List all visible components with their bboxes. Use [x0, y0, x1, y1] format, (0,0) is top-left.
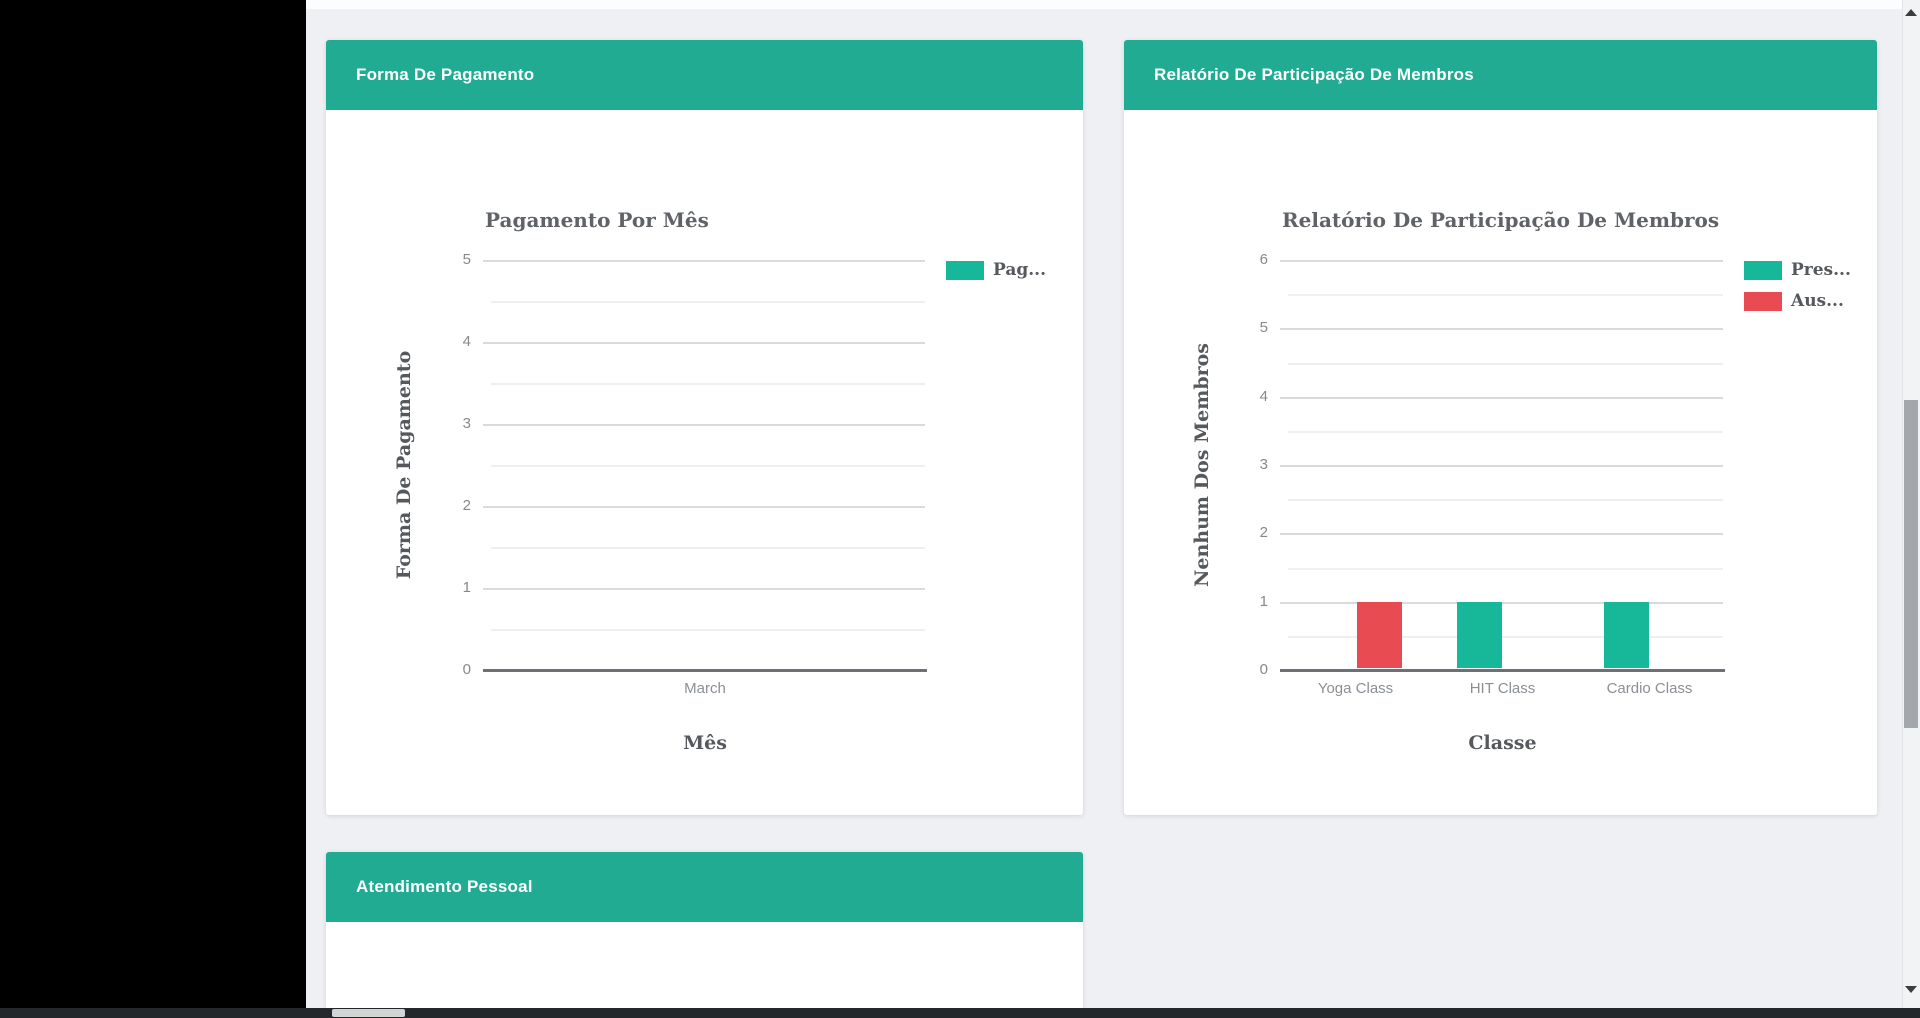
x-tick-label: HIT Class: [1469, 680, 1536, 697]
x-tick-label: Yoga Class: [1317, 680, 1394, 697]
gridline-minor: [1288, 362, 1723, 365]
gridline-minor: [1288, 635, 1723, 638]
y-tick-label: 1: [1259, 592, 1268, 610]
gridline-major: [1280, 260, 1723, 262]
gridline-major: [1280, 465, 1723, 467]
gridline-major: [483, 342, 925, 344]
y-tick-label: 2: [462, 497, 471, 514]
gridline-minor: [1288, 499, 1723, 502]
legend-item[interactable]: Pres...: [1744, 260, 1851, 280]
legend-label: Pag...: [993, 260, 1046, 280]
legend-swatch: [946, 260, 984, 280]
gridline-minor: [491, 301, 925, 303]
x-axis-line: [1280, 669, 1725, 672]
horizontal-scrollbar-thumb[interactable]: [332, 1009, 405, 1017]
gridline-minor: [491, 629, 925, 631]
vertical-scrollbar-thumb[interactable]: [1904, 400, 1918, 728]
gridline-major: [483, 506, 925, 508]
card-body-attendance: Relatório De Participação De Membros 0 1 2 3…: [1124, 110, 1877, 815]
gridline-major: [483, 424, 925, 426]
chart-title: Pagamento Por Mês: [485, 208, 709, 232]
card-title-personal-training: Atendimento Pessoal: [356, 877, 533, 896]
gridline-major: [1280, 533, 1723, 536]
card-attendance: Relatório De Participação De Membros Rel…: [1124, 40, 1877, 815]
y-tick-label: 1: [462, 579, 471, 596]
chart-title: Relatório De Participação De Membros: [1282, 208, 1720, 232]
x-axis-line: [483, 669, 927, 672]
gridline-major: [483, 260, 925, 262]
card-body-payment: Pagamento Por Mês 0 1 2 3 4 5 March Mês Forma De …: [326, 110, 1083, 815]
y-axis-label: Nenhum Dos Membros: [1191, 343, 1213, 587]
card-personal-training: Atendimento Pessoal: [326, 852, 1083, 1008]
card-payment: Forma De Pagamento Pagamento Por Mês 0 1 2 3…: [326, 40, 1083, 815]
gridline-minor: [1288, 294, 1723, 297]
gridline-minor: [1288, 430, 1723, 433]
card-header-attendance: Relatório De Participação De Membros: [1124, 40, 1877, 110]
y-tick-label: 2: [1259, 524, 1268, 542]
legend-swatch: [1744, 260, 1782, 280]
y-tick-label: 5: [1259, 319, 1268, 337]
legend-label: Aus...: [1791, 291, 1844, 311]
y-tick-label: 0: [462, 661, 471, 678]
gridline-major: [1280, 601, 1723, 604]
card-body-personal-training: [326, 922, 1083, 1008]
card-title-attendance: Relatório De Participação De Membros: [1154, 65, 1474, 84]
gridline-minor: [491, 383, 925, 385]
gridline-major: [483, 588, 925, 590]
gridline-major: [1280, 396, 1723, 399]
x-axis-label: Classe: [1468, 732, 1537, 754]
card-title-payment: Forma De Pagamento: [356, 65, 535, 84]
chart-bar: [1456, 601, 1502, 668]
chart-bar: [1356, 601, 1402, 668]
card-header-payment: Forma De Pagamento: [326, 40, 1083, 110]
y-tick-label: 3: [1259, 456, 1268, 473]
x-axis-label: Mês: [683, 732, 727, 754]
scroll-down-icon[interactable]: [1905, 986, 1917, 993]
y-tick-label: 6: [1259, 251, 1268, 268]
legend-swatch: [1744, 291, 1782, 311]
y-tick-label: 3: [462, 415, 471, 432]
y-tick-label: 0: [1259, 661, 1268, 678]
gridline-minor: [491, 547, 925, 549]
sidebar: [0, 0, 306, 1008]
legend-item[interactable]: Pag...: [946, 260, 1046, 280]
gridline-major: [1280, 328, 1723, 331]
card-header-personal-training: Atendimento Pessoal: [326, 852, 1083, 922]
gridline-minor: [491, 465, 925, 467]
payment-chart: Pagamento Por Mês 0 1 2 3 4 5 March Mês Forma De …: [326, 110, 1083, 815]
gridline-minor: [1288, 567, 1723, 570]
legend-item[interactable]: Aus...: [1744, 291, 1844, 311]
y-axis-label: Forma De Pagamento: [393, 350, 415, 580]
y-tick-label: 5: [462, 251, 471, 268]
horizontal-scrollbar-track[interactable]: [0, 1008, 1920, 1018]
x-tick-label: Cardio Class: [1606, 680, 1693, 697]
y-tick-label: 4: [1259, 387, 1268, 405]
chart-bar: [1603, 601, 1649, 668]
y-tick-label: 4: [462, 333, 471, 350]
legend-label: Pres...: [1791, 260, 1851, 280]
x-tick-label: March: [684, 680, 726, 697]
top-strip: [306, 0, 1902, 9]
attendance-chart: Relatório De Participação De Membros 0 1 2 3…: [1124, 110, 1877, 815]
scroll-up-icon[interactable]: [1905, 9, 1917, 16]
